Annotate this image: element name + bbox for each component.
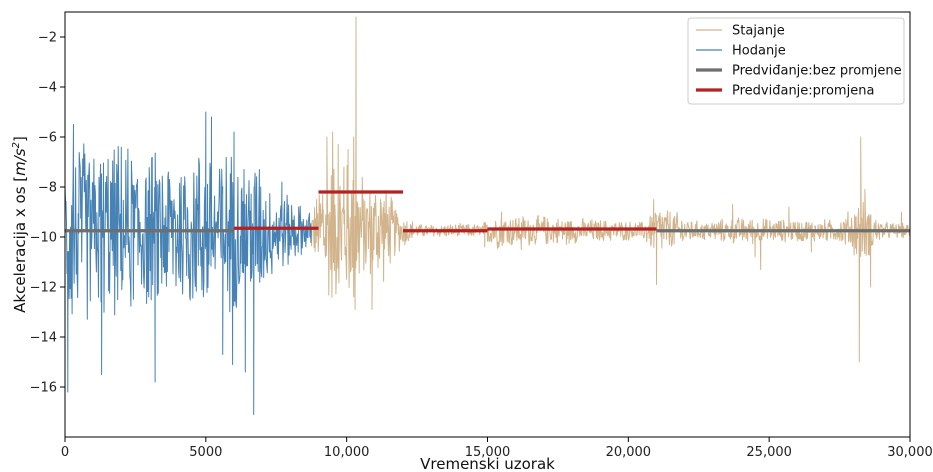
legend-label: Predviđanje:bez promjene <box>732 64 902 79</box>
y-tick-label: −6 <box>38 131 57 146</box>
y-tick-label: −10 <box>30 231 57 246</box>
x-tick-label: 10,000 <box>324 445 370 460</box>
legend-label: Predviđanje:promjena <box>732 84 874 99</box>
x-tick-label: 5000 <box>189 445 222 460</box>
y-axis-label: Akceleracija x os [m/s2] <box>11 136 29 313</box>
x-tick-label: 25,000 <box>746 445 792 460</box>
y-axis-ticks: −2 −4 −6 −8 −10 −12 −14 −16 <box>30 31 65 396</box>
x-axis-label: Vremenski uzorak <box>420 455 555 472</box>
y-axis-label-prefix: Akceleracija x os [ <box>11 176 29 313</box>
y-axis-label-unit: m/s <box>11 148 29 176</box>
y-tick-label: −14 <box>30 331 57 346</box>
y-tick-label: −4 <box>38 81 57 96</box>
x-tick-label: 30,000 <box>887 445 933 460</box>
y-tick-label: −16 <box>30 381 57 396</box>
legend-label: Hodanje <box>732 44 786 59</box>
legend: Stajanje Hodanje Predviđanje:bez promjene P… <box>688 18 904 104</box>
x-tick-label: 20,000 <box>606 445 652 460</box>
y-axis-label-suffix: ] <box>11 136 29 142</box>
x-tick-label: 0 <box>61 445 69 460</box>
y-tick-label: −12 <box>30 281 57 296</box>
legend-label: Stajanje <box>732 24 785 39</box>
series-trace-hodanje-0 <box>65 112 311 415</box>
y-tick-label: −2 <box>38 31 57 46</box>
y-tick-label: −8 <box>38 181 57 196</box>
